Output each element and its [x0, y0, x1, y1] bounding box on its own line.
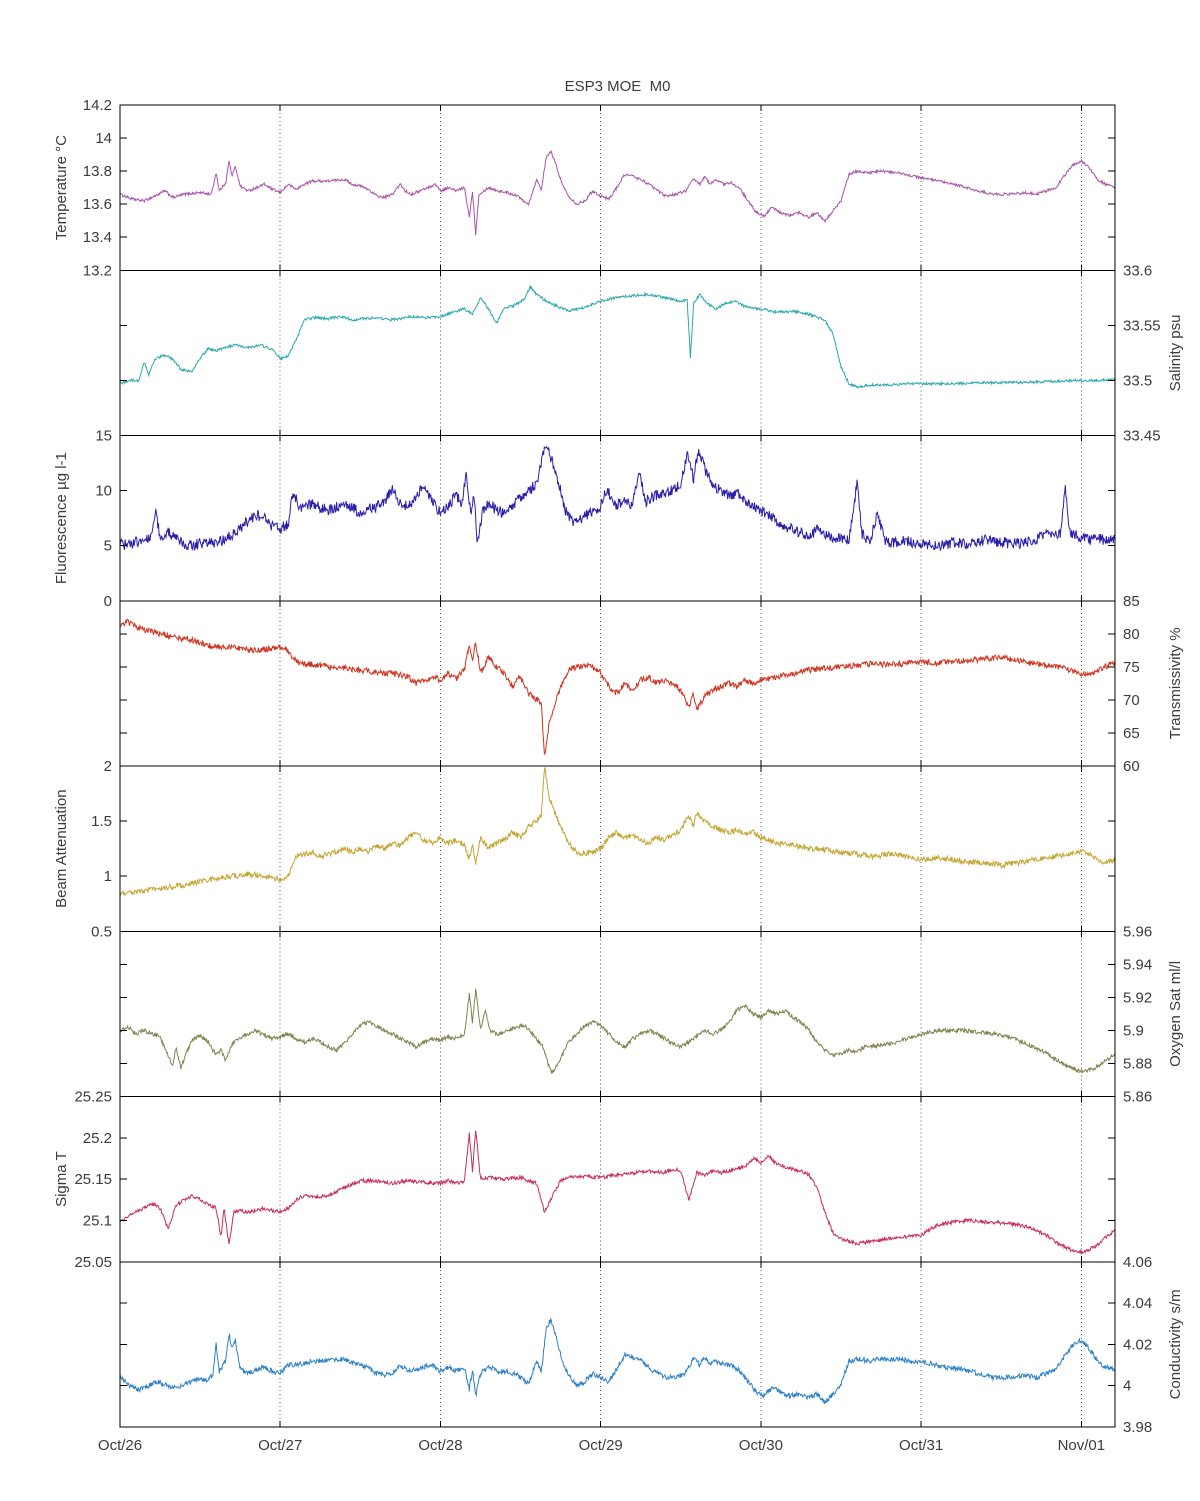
- y-tick-label: 3.98: [1123, 1419, 1152, 1436]
- panel-bg-salinity: [120, 270, 1115, 436]
- panel-bg-conductivity: [120, 1261, 1115, 1427]
- chart-title: ESP3 MOE M0: [564, 78, 671, 95]
- y-tick-label: 14.2: [83, 97, 112, 114]
- y-tick-label: 5.94: [1123, 956, 1152, 973]
- series-line-sigma-t: [120, 1130, 1115, 1256]
- y-tick-label: 5.96: [1123, 923, 1152, 940]
- panel-bg-fluorescence: [120, 435, 1115, 601]
- y-axis-label-beam-attenuation: Beam Attenuation: [53, 789, 70, 907]
- y-tick-label: 13.2: [83, 262, 112, 279]
- y-axis-label-temperature: Temperature °C: [53, 135, 70, 240]
- y-tick-label: 33.45: [1123, 428, 1161, 445]
- x-tick-label: Oct/28: [418, 1437, 462, 1454]
- panel-sigma-t: 25.05 25.1 25.15 25.2 25.25 Sigma T: [53, 1089, 1116, 1271]
- y-tick-label: 80: [1123, 626, 1140, 643]
- panel-bg-beam-attenuation: [120, 766, 1115, 932]
- y-tick-label: 1: [104, 868, 112, 885]
- y-tick-label: 4.04: [1123, 1295, 1152, 1312]
- y-tick-label: 10: [95, 483, 112, 500]
- panel-bg-transmissivity: [120, 600, 1115, 766]
- y-axis-label-salinity: Salinity psu: [1167, 315, 1184, 392]
- x-tick-label: Oct/30: [739, 1437, 783, 1454]
- series-line-fluorescence: [120, 445, 1115, 552]
- y-tick-label: 5.92: [1123, 989, 1152, 1006]
- y-tick-label: 25.25: [74, 1089, 112, 1106]
- y-tick-label: 13.8: [83, 163, 112, 180]
- y-tick-label: 25.05: [74, 1254, 112, 1271]
- panel-salinity: 33.45 33.5 33.55 33.6 Salinity psu: [119, 262, 1184, 445]
- panel-fluorescence: 0 5 10 15 Fluorescence µg l-1: [53, 428, 1116, 610]
- y-tick-label: 33.6: [1123, 262, 1152, 279]
- panel-bg-sigma-t: [120, 1096, 1115, 1262]
- y-tick-label: 13.4: [83, 229, 112, 246]
- y-tick-label: 25.2: [83, 1130, 112, 1147]
- y-tick-label: 25.1: [83, 1212, 112, 1229]
- y-axis-label-transmissivity: Transmissivity %: [1167, 627, 1184, 739]
- y-tick-label: 70: [1123, 692, 1140, 709]
- y-tick-label: 60: [1123, 758, 1140, 775]
- y-tick-label: 14: [95, 130, 112, 147]
- panel-oxygen-sat: 5.86 5.88 5.9 5.92 5.94 5.96 Oxygen Sat ml/l: [119, 923, 1184, 1106]
- series-line-oxygen-sat: [120, 988, 1115, 1075]
- panel-transmissivity: 60 65 70 75 80 85 Transmissivity %: [119, 593, 1184, 775]
- y-axis-label-fluorescence: Fluorescence µg l-1: [53, 452, 70, 584]
- y-tick-label: 13.6: [83, 196, 112, 213]
- y-tick-label: 1.5: [91, 813, 112, 830]
- y-tick-label: 5.88: [1123, 1055, 1152, 1072]
- y-tick-label: 25.15: [74, 1171, 112, 1188]
- y-tick-label: 4.02: [1123, 1336, 1152, 1353]
- x-tick-label: Oct/31: [899, 1437, 943, 1454]
- y-axis-label-oxygen-sat: Oxygen Sat ml/l: [1167, 961, 1184, 1067]
- y-tick-label: 15: [95, 428, 112, 445]
- x-tick-label: Nov/01: [1058, 1437, 1106, 1454]
- y-tick-label: 4.06: [1123, 1254, 1152, 1271]
- y-tick-label: 5.9: [1123, 1022, 1144, 1039]
- y-tick-label: 2: [104, 758, 112, 775]
- y-tick-label: 0: [104, 593, 112, 610]
- panel-bg-oxygen-sat: [120, 931, 1115, 1097]
- series-line-salinity: [120, 285, 1115, 389]
- y-tick-label: 33.5: [1123, 372, 1152, 389]
- y-tick-label: 33.55: [1123, 317, 1161, 334]
- y-tick-label: 75: [1123, 659, 1140, 676]
- series-line-beam-attenuation: [120, 767, 1115, 897]
- panel-temperature: 13.2 13.4 13.6 13.8 14 14.2 Temperature °C: [53, 97, 1116, 279]
- y-tick-label: 65: [1123, 725, 1140, 742]
- y-tick-label: 85: [1123, 593, 1140, 610]
- y-tick-label: 4: [1123, 1378, 1131, 1395]
- x-tick-label: Oct/26: [98, 1437, 142, 1454]
- y-tick-label: 5: [104, 538, 112, 555]
- series-line-temperature: [120, 150, 1115, 236]
- series-line-conductivity: [120, 1317, 1115, 1405]
- x-tick-label: Oct/27: [258, 1437, 302, 1454]
- panel-beam-attenuation: 0.5 1 1.5 2 Beam Attenuation: [53, 758, 1116, 940]
- y-tick-label: 0.5: [91, 923, 112, 940]
- y-axis-label-conductivity: Conductivity s/m: [1167, 1289, 1184, 1399]
- series-line-transmissivity: [120, 618, 1115, 756]
- y-tick-label: 5.86: [1123, 1089, 1152, 1106]
- panel-conductivity: 3.98 4 4.02 4.04 4.06 Conductivity s/m: [119, 1254, 1184, 1436]
- y-axis-label-sigma-t: Sigma T: [53, 1151, 70, 1207]
- x-tick-label: Oct/29: [579, 1437, 623, 1454]
